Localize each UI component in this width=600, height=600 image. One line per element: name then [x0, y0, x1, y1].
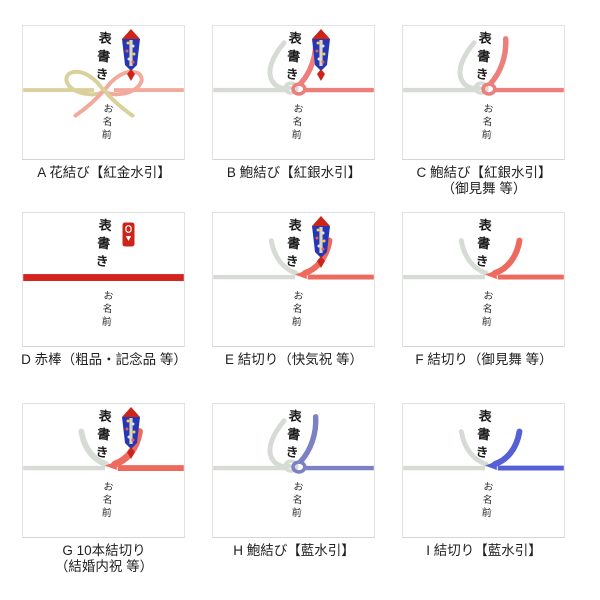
noshi-option-F[interactable]: 表書き お名前 F 結切り（御見舞 等） — [389, 212, 579, 368]
onamae-text: お名前 — [98, 289, 113, 330]
noshi-option-B[interactable]: 表書き お名前 B 鮑結び【紅銀水引】 — [199, 25, 389, 181]
option-label-line1: D 赤棒（粗品・記念品 等） — [21, 352, 187, 367]
noshi-preview-card[interactable]: 表書き お名前 — [402, 212, 565, 347]
mizuhiki-illustration — [403, 237, 564, 280]
option-label-line1: A 花結び【紅金水引】 — [37, 165, 171, 180]
noshi-option-A[interactable]: 表書き お名前 A 花結び【紅金水引】 — [9, 25, 199, 181]
noshi-preview-card[interactable]: 表書き お名前 — [402, 403, 565, 538]
noshi-preview-card[interactable]: 表書き お名前 — [212, 212, 375, 347]
onamae-text: お名前 — [288, 289, 303, 330]
option-label: E 結切り（快気祝 等） — [199, 352, 389, 368]
mizuhiki-illustration — [403, 428, 564, 471]
noshi-option-E[interactable]: 表書き お名前 E 結切り（快気祝 等） — [199, 212, 389, 368]
option-label-line1: B 鮑結び【紅銀水引】 — [226, 165, 362, 180]
option-label: F 結切り（御見舞 等） — [389, 352, 579, 368]
noshi-preview-card[interactable]: 表書き お名前 — [212, 403, 375, 538]
option-label: I 結切り【藍水引】 — [389, 543, 579, 559]
option-label-line1: G 10本結切り — [62, 543, 146, 558]
noshi-option-H[interactable]: 表書き お名前 H 鮑結び【藍水引】 — [199, 403, 389, 559]
noshi-preview-card[interactable]: 表書き お名前 — [402, 25, 565, 160]
option-label: A 花結び【紅金水引】 — [9, 165, 199, 181]
noshi-option-G[interactable]: 表書き お名前 G 10本結切り （結婚内祝 等） — [9, 403, 199, 575]
onamae-text: お名前 — [288, 480, 303, 521]
noshi-option-D[interactable]: 表書き お名前 D 赤棒（粗品・記念品 等） — [9, 212, 199, 368]
option-label-line2: （結婚内祝 等） — [54, 559, 154, 574]
option-label-line1: C 鮑結び【紅銀水引】 — [416, 165, 552, 180]
onamae-text: お名前 — [478, 480, 493, 521]
option-label: C 鮑結び【紅銀水引】 （御見舞 等） — [389, 165, 579, 197]
option-label: H 鮑結び【藍水引】 — [199, 543, 389, 559]
mizuhiki-illustration — [213, 414, 374, 474]
onamae-text: お名前 — [288, 102, 303, 143]
mizuhiki-illustration — [403, 36, 564, 96]
mizuhiki-illustration — [23, 274, 184, 281]
mizuhiki-illustration — [23, 69, 184, 118]
noshi-option-I[interactable]: 表書き お名前 I 結切り【藍水引】 — [389, 403, 579, 559]
onamae-text: お名前 — [478, 102, 493, 143]
option-label: D 赤棒（粗品・記念品 等） — [9, 352, 199, 368]
option-label-line2: （御見舞 等） — [441, 181, 527, 196]
noshi-option-C[interactable]: 表書き お名前 C 鮑結び【紅銀水引】 （御見舞 等） — [389, 25, 579, 197]
noshi-preview-card[interactable]: 表書き お名前 — [22, 25, 185, 160]
noshi-preview-card[interactable]: 表書き お名前 — [212, 25, 375, 160]
onamae-text: お名前 — [98, 102, 113, 143]
option-label-line1: H 鮑結び【藍水引】 — [233, 543, 355, 558]
noshi-preview-card[interactable]: 表書き お名前 — [22, 403, 185, 538]
option-label-line1: E 結切り（快気祝 等） — [224, 352, 363, 367]
option-label-line1: F 結切り（御見舞 等） — [415, 352, 553, 367]
mizuhiki-illustration — [23, 428, 184, 471]
onamae-text: お名前 — [98, 480, 113, 521]
onamae-text: お名前 — [478, 289, 493, 330]
option-label: G 10本結切り （結婚内祝 等） — [9, 543, 199, 575]
noshi-preview-card[interactable]: 表書き お名前 — [22, 212, 185, 347]
option-label-line1: I 結切り【藍水引】 — [426, 543, 542, 558]
option-label: B 鮑結び【紅銀水引】 — [199, 165, 389, 181]
